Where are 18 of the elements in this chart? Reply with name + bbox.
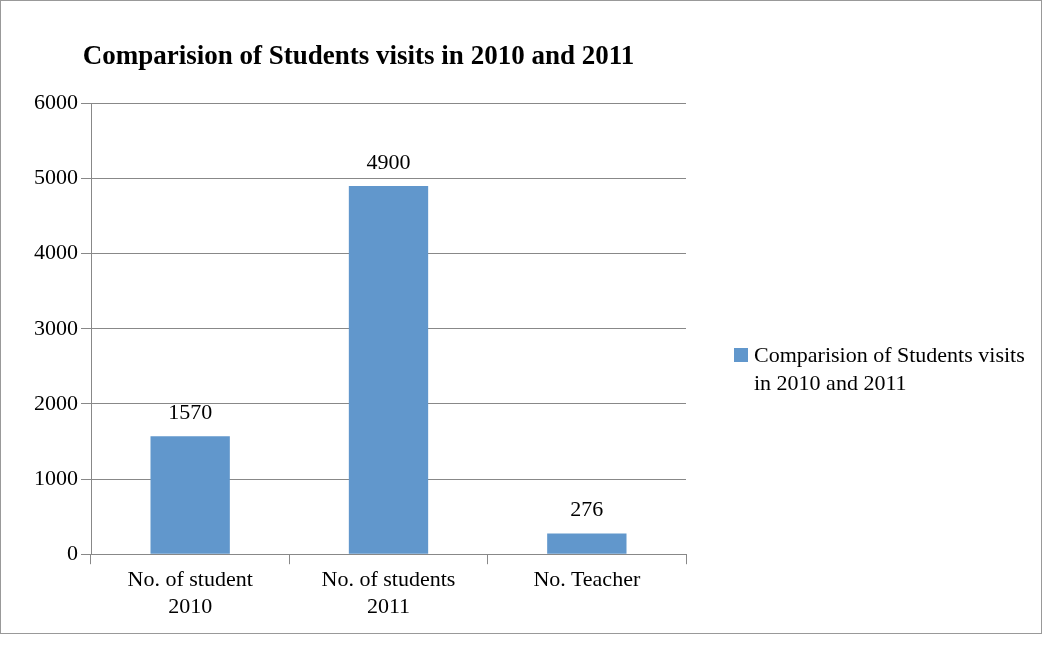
chart-title: Comparision of Students visits in 2010 and 2011 xyxy=(82,40,635,71)
y-tick-label: 3000 xyxy=(34,314,78,340)
y-tick-label: 1000 xyxy=(34,464,78,490)
bar xyxy=(547,533,627,554)
data-label: 4900 xyxy=(366,148,411,174)
y-tick-label: 0 xyxy=(67,539,78,565)
x-tick-label: No. of student 2010 xyxy=(127,566,253,618)
data-label: 1570 xyxy=(168,399,213,425)
bar xyxy=(348,186,429,554)
y-tick-label: 2000 xyxy=(34,389,78,415)
x-tick-label: No. Teacher xyxy=(533,566,641,592)
y-tick-label: 4000 xyxy=(34,239,78,265)
y-tick-label: 5000 xyxy=(34,164,78,190)
y-tick-label: 6000 xyxy=(34,89,78,115)
x-tick-label: No. of students 2011 xyxy=(321,566,456,618)
bar xyxy=(150,436,230,554)
data-label: 276 xyxy=(570,496,604,522)
legend-label: Comparision of Students visits in 2010 and 2011 xyxy=(754,341,1026,397)
